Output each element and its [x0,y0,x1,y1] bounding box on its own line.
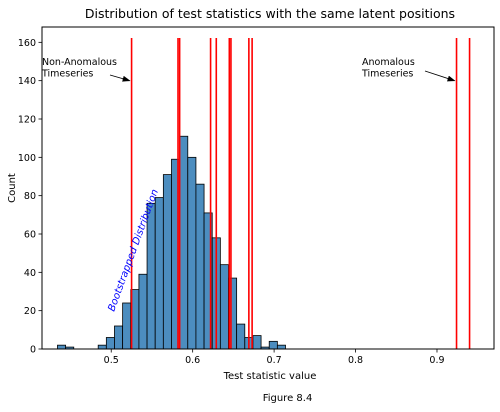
y-tick-label: 100 [18,153,36,164]
histogram-bar [162,174,172,350]
annotation-non-anomalous-arrow [109,74,131,82]
histogram-bar [187,156,197,350]
chart-title: Distribution of test statistics with the… [85,6,455,21]
y-tick-label: 60 [24,230,36,241]
histogram-bar [122,302,132,350]
histogram-bar [105,337,115,350]
histogram-bar [57,344,67,350]
histogram-bar [195,183,205,350]
x-tick-label: 0.5 [104,355,119,366]
y-tick-label: 40 [24,268,36,279]
y-tick-label: 120 [18,115,36,126]
histogram-bar [154,197,164,350]
plot-frame [41,26,495,350]
x-axis-label: Test statistic value [223,371,317,382]
histogram-bar [179,135,189,350]
x-tick-label: 0.8 [348,355,363,366]
y-tick-label: 20 [24,306,36,317]
histogram-bar [276,344,286,350]
histogram-bar [114,325,124,350]
histogram-bar [138,273,148,350]
annotation-anomalous-arrow [424,70,456,82]
histogram-bar [252,335,262,350]
y-tick-label: 140 [18,76,36,87]
y-tick-label: 160 [18,38,36,49]
y-tick-label: 0 [30,345,36,356]
x-tick-label: 0.7 [267,355,282,366]
histogram-bar [268,340,278,350]
figure-caption: Figure 8.4 [262,393,313,404]
histogram-bar [236,323,246,350]
x-tick-label: 0.9 [429,355,444,366]
y-axis-label: Count [7,173,18,203]
annotation-non-anomalous: Non-Anomalous Timeseries [41,57,117,80]
annotation-anomalous: Anomalous Timeseries [361,57,415,80]
histogram-bar [219,264,229,350]
x-tick-label: 0.6 [185,355,200,366]
y-tick-label: 80 [24,191,36,202]
histogram-bar [97,344,107,350]
